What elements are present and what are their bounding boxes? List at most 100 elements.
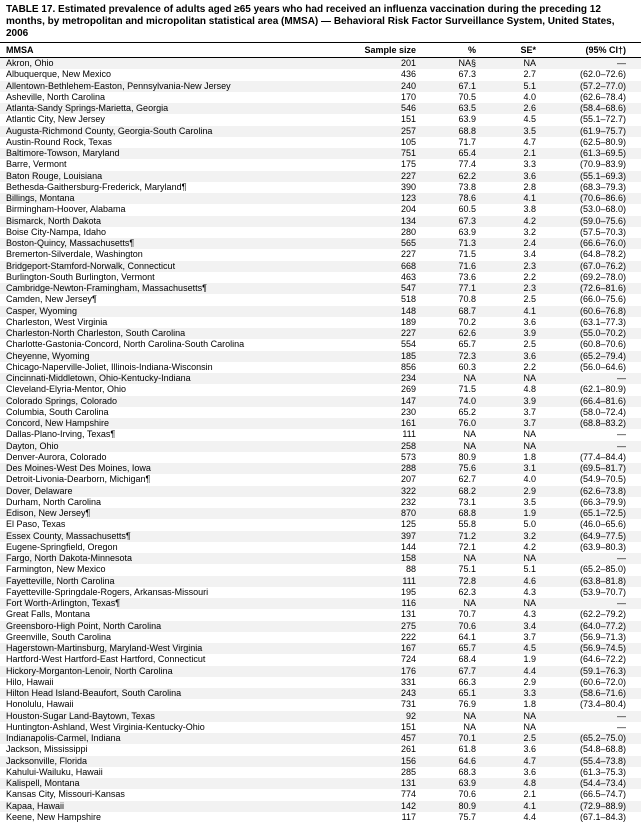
cell-sample-size: 397	[336, 531, 416, 542]
cell-ci: (58.6–71.6)	[536, 688, 626, 699]
cell-sample-size: 116	[336, 598, 416, 609]
cell-percent: 73.8	[416, 182, 476, 193]
table-row: Baltimore-Towson, Maryland75165.42.1(61.…	[0, 148, 641, 159]
cell-percent: 62.3	[416, 587, 476, 598]
cell-mmsa: Kapaa, Hawaii	[6, 801, 336, 812]
cell-mmsa: Bremerton-Silverdale, Washington	[6, 249, 336, 260]
cell-mmsa: Burlington-South Burlington, Vermont	[6, 272, 336, 283]
cell-percent: 70.8	[416, 294, 476, 305]
cell-sample-size: 240	[336, 81, 416, 92]
cell-se: 3.3	[476, 159, 536, 170]
cell-sample-size: 774	[336, 789, 416, 800]
cell-se: NA	[476, 58, 536, 69]
cell-percent: 55.8	[416, 519, 476, 530]
cell-ci: (65.2–79.4)	[536, 351, 626, 362]
cell-ci: (61.3–69.5)	[536, 148, 626, 159]
cell-sample-size: 161	[336, 418, 416, 429]
cell-ci: (72.6–81.6)	[536, 283, 626, 294]
cell-percent: 77.4	[416, 159, 476, 170]
cell-percent: 76.0	[416, 418, 476, 429]
cell-ci: (69.2–78.0)	[536, 272, 626, 283]
table-row: Cincinnati-Middletown, Ohio-Kentucky-Ind…	[0, 373, 641, 384]
cell-ci: (56.9–74.5)	[536, 643, 626, 654]
table-row: Kalispell, Montana13163.94.8(54.4–73.4)	[0, 778, 641, 789]
cell-se: 3.8	[476, 204, 536, 215]
cell-sample-size: 573	[336, 452, 416, 463]
cell-mmsa: Akron, Ohio	[6, 58, 336, 69]
cell-ci: (64.0–77.2)	[536, 621, 626, 632]
table-row: Greensboro-High Point, North Carolina275…	[0, 621, 641, 632]
cell-ci: (62.6–73.8)	[536, 486, 626, 497]
cell-se: 3.6	[476, 744, 536, 755]
cell-se: 3.6	[476, 351, 536, 362]
table-row: Charlotte-Gastonia-Concord, North Caroli…	[0, 339, 641, 350]
cell-mmsa: Edison, New Jersey¶	[6, 508, 336, 519]
cell-percent: 67.1	[416, 81, 476, 92]
cell-percent: 67.3	[416, 69, 476, 80]
cell-percent: 80.9	[416, 452, 476, 463]
cell-se: 4.5	[476, 643, 536, 654]
cell-sample-size: 144	[336, 542, 416, 553]
cell-se: 1.8	[476, 699, 536, 710]
cell-mmsa: Eugene-Springfield, Oregon	[6, 542, 336, 553]
cell-ci: (55.1–69.3)	[536, 171, 626, 182]
table-row: Colorado Springs, Colorado14774.03.9(66.…	[0, 396, 641, 407]
table-row: Hartford-West Hartford-East Hartford, Co…	[0, 654, 641, 665]
cell-mmsa: Fort Worth-Arlington, Texas¶	[6, 598, 336, 609]
table-row: Charleston-North Charleston, South Carol…	[0, 328, 641, 339]
cell-se: 4.4	[476, 812, 536, 823]
cell-sample-size: 105	[336, 137, 416, 148]
cell-ci: (66.3–79.9)	[536, 497, 626, 508]
cell-percent: 71.5	[416, 249, 476, 260]
cell-sample-size: 724	[336, 654, 416, 665]
table-row: Edison, New Jersey¶87068.81.9(65.1–72.5)	[0, 508, 641, 519]
cell-sample-size: 288	[336, 463, 416, 474]
table-row: Charleston, West Virginia18970.23.6(63.1…	[0, 317, 641, 328]
cell-percent: 65.4	[416, 148, 476, 159]
cell-sample-size: 92	[336, 711, 416, 722]
cell-percent: 75.7	[416, 812, 476, 823]
cell-ci: —	[536, 58, 626, 69]
table-row: Great Falls, Montana13170.74.3(62.2–79.2…	[0, 609, 641, 620]
cell-sample-size: 148	[336, 306, 416, 317]
table-row: Denver-Aurora, Colorado57380.91.8(77.4–8…	[0, 452, 641, 463]
cell-percent: NA	[416, 598, 476, 609]
table-row: Bridgeport-Stamford-Norwalk, Connecticut…	[0, 261, 641, 272]
cell-se: 2.1	[476, 789, 536, 800]
cell-se: 2.8	[476, 182, 536, 193]
cell-se: 2.5	[476, 294, 536, 305]
cell-se: 2.1	[476, 148, 536, 159]
cell-se: NA	[476, 441, 536, 452]
cell-percent: 71.6	[416, 261, 476, 272]
cell-sample-size: 204	[336, 204, 416, 215]
cell-mmsa: Kansas City, Missouri-Kansas	[6, 789, 336, 800]
cell-se: 3.3	[476, 688, 536, 699]
cell-se: 2.5	[476, 339, 536, 350]
cell-percent: 63.9	[416, 778, 476, 789]
cell-percent: 71.7	[416, 137, 476, 148]
cell-percent: 70.6	[416, 621, 476, 632]
table-row: Eugene-Springfield, Oregon14472.14.2(63.…	[0, 542, 641, 553]
cell-sample-size: 870	[336, 508, 416, 519]
cell-mmsa: Great Falls, Montana	[6, 609, 336, 620]
cell-se: 3.2	[476, 227, 536, 238]
table-row: Dayton, Ohio258NANA—	[0, 441, 641, 452]
cell-mmsa: Boston-Quincy, Massachusetts¶	[6, 238, 336, 249]
cell-se: 3.5	[476, 126, 536, 137]
cell-se: 4.7	[476, 756, 536, 767]
cell-mmsa: Dallas-Plano-Irving, Texas¶	[6, 429, 336, 440]
cell-ci: —	[536, 553, 626, 564]
cell-mmsa: Farmington, New Mexico	[6, 564, 336, 575]
cell-mmsa: Charlotte-Gastonia-Concord, North Caroli…	[6, 339, 336, 350]
cell-mmsa: Augusta-Richmond County, Georgia-South C…	[6, 126, 336, 137]
cell-mmsa: Cheyenne, Wyoming	[6, 351, 336, 362]
cell-se: NA	[476, 711, 536, 722]
cell-ci: (68.8–83.2)	[536, 418, 626, 429]
table-row: Huntington-Ashland, West Virginia-Kentuc…	[0, 722, 641, 733]
cell-ci: (57.2–77.0)	[536, 81, 626, 92]
header-ci: (95% CI†)	[536, 45, 626, 55]
cell-sample-size: 546	[336, 103, 416, 114]
cell-mmsa: Denver-Aurora, Colorado	[6, 452, 336, 463]
table-row: Chicago-Naperville-Joliet, Illinois-Indi…	[0, 362, 641, 373]
cell-percent: 73.6	[416, 272, 476, 283]
